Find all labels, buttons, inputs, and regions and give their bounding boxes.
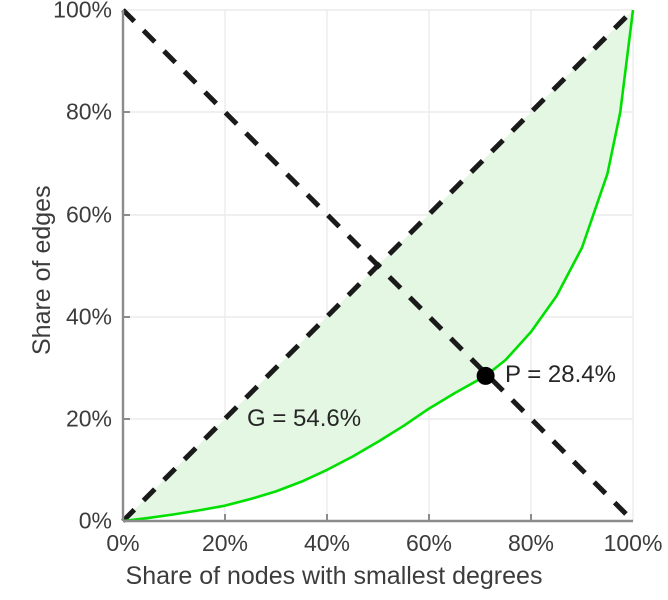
ytick-label-0: 0% xyxy=(78,507,112,534)
gini-annotation: G = 54.6% xyxy=(247,405,362,432)
xtick-label-0: 0% xyxy=(106,530,140,556)
y-axis-title: Share of edges xyxy=(28,185,56,355)
ytick-label-80: 80% xyxy=(65,98,112,125)
xtick-label-20: 20% xyxy=(201,530,249,556)
xtick-label-40: 40% xyxy=(303,530,351,556)
ytick-label-60: 60% xyxy=(65,201,112,228)
xtick-label-100: 100% xyxy=(603,530,663,556)
xtick-label-60: 60% xyxy=(405,530,453,556)
ytick-label-40: 40% xyxy=(65,303,112,330)
tick-marks xyxy=(123,111,532,521)
x-axis-title: Share of nodes with smallest degrees xyxy=(125,562,543,590)
xtick-label-80: 80% xyxy=(507,530,555,556)
equality-dashed-line xyxy=(121,8,635,523)
point-p-annotation: P = 28.4% xyxy=(505,361,616,388)
ytick-label-20: 20% xyxy=(65,405,112,432)
point-marker-p xyxy=(476,366,495,385)
ytick-label-100: 100% xyxy=(53,0,112,23)
lorenz-curve-line xyxy=(122,9,635,523)
